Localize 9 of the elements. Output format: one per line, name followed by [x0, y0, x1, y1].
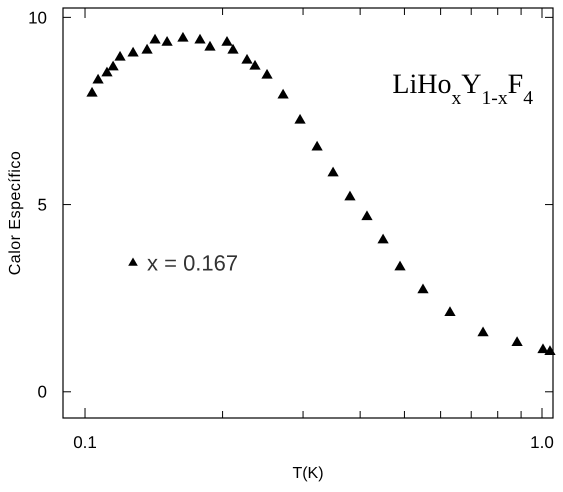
x-axis-title: T(K) [292, 465, 324, 482]
x-tick-label: 1.0 [530, 433, 554, 452]
legend-label: x = 0.167 [147, 250, 238, 276]
annotation: LiHo$_{x}$Y$_{1-x}$F$_{4}$ [392, 69, 534, 108]
y-tick-label: 10 [28, 8, 47, 28]
y-tick-label: 0 [38, 382, 47, 402]
y-tick-label: 5 [38, 196, 47, 215]
x-tick-label: 0.1 [73, 433, 97, 452]
y-axis-title: Calor Específico [7, 150, 24, 276]
